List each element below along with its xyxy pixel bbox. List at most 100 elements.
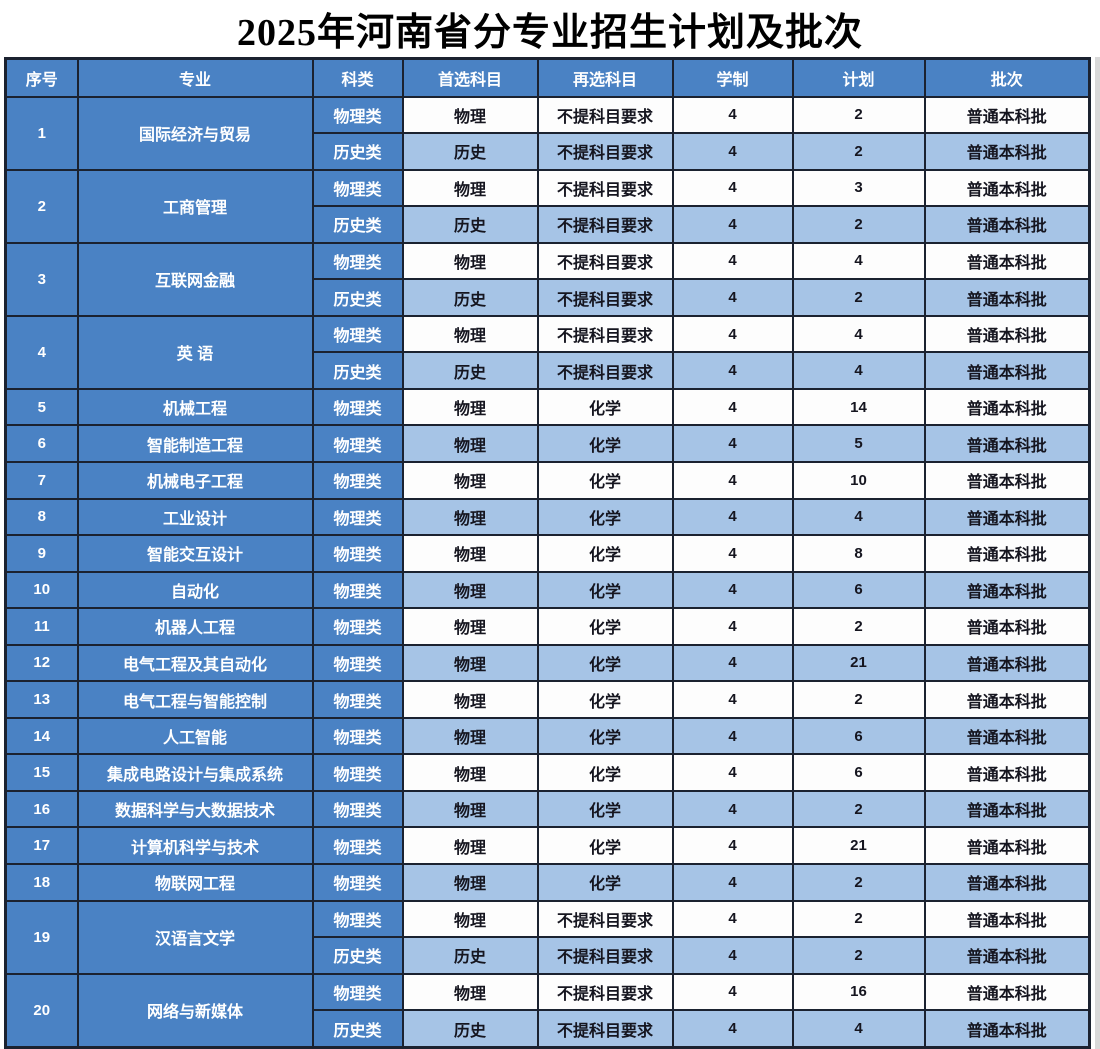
duration-cell: 4 bbox=[671, 826, 794, 865]
major-cell: 物联网工程 bbox=[76, 862, 314, 902]
row-number-cell: 18 bbox=[4, 862, 79, 902]
batch-cell: 普通本科批 bbox=[923, 351, 1091, 390]
admissions-table: 序号 专业 科类 首选科目 再选科目 学制 计划 批次 1 国际经济与贸易 物理类 物理 不提科目要求… bbox=[4, 57, 1091, 1049]
duration-cell: 4 bbox=[671, 351, 794, 390]
first-subject-cell: 历史 bbox=[401, 1009, 539, 1049]
category-cell: 历史类 bbox=[311, 936, 404, 975]
table-row: 历史类 历史 不提科目要求 4 4 普通本科批 bbox=[6, 1009, 1091, 1049]
table-row: 20 网络与新媒体 物理类 物理 不提科目要求 4 16 普通本科批 bbox=[4, 972, 1091, 1049]
second-subject-cell: 化学 bbox=[536, 680, 674, 719]
batch-cell: 普通本科批 bbox=[923, 936, 1091, 975]
category-cell: 历史类 bbox=[311, 1009, 404, 1049]
plan-count-cell: 2 bbox=[791, 95, 926, 135]
plan-count-cell: 4 bbox=[791, 241, 926, 281]
major-cell: 机械电子工程 bbox=[76, 460, 314, 500]
category-cell: 物理类 bbox=[311, 972, 404, 1012]
major-cell: 集成电路设计与集成系统 bbox=[76, 753, 314, 792]
major-cell: 网络与新媒体 bbox=[76, 972, 314, 1049]
category-cell: 物理类 bbox=[311, 241, 404, 281]
major-cell: 国际经济与贸易 bbox=[76, 95, 314, 171]
row-number-cell: 8 bbox=[4, 497, 79, 537]
duration-cell: 4 bbox=[671, 753, 794, 792]
row-number-cell: 19 bbox=[4, 899, 79, 975]
major-cell: 智能交互设计 bbox=[76, 534, 314, 573]
second-subject-cell: 不提科目要求 bbox=[536, 314, 674, 354]
second-subject-cell: 化学 bbox=[536, 826, 674, 865]
batch-cell: 普通本科批 bbox=[923, 643, 1091, 683]
first-subject-cell: 物理 bbox=[401, 972, 539, 1012]
duration-cell: 4 bbox=[671, 168, 794, 208]
plan-count-cell: 3 bbox=[791, 168, 926, 208]
major-cell: 计算机科学与技术 bbox=[76, 826, 314, 865]
first-subject-cell: 物理 bbox=[401, 460, 539, 500]
category-cell: 物理类 bbox=[311, 643, 404, 683]
batch-cell: 普通本科批 bbox=[923, 716, 1091, 756]
first-subject-cell: 物理 bbox=[401, 534, 539, 573]
second-subject-cell: 化学 bbox=[536, 862, 674, 902]
table-row: 历史类 历史 不提科目要求 4 2 普通本科批 bbox=[6, 132, 1091, 171]
row-number-cell: 20 bbox=[4, 972, 79, 1049]
admissions-table-container: 序号 专业 科类 首选科目 再选科目 学制 计划 批次 1 国际经济与贸易 物理类 物理 不提科目要求… bbox=[4, 57, 1091, 1049]
row-number-cell: 14 bbox=[4, 716, 79, 756]
row-number-cell: 16 bbox=[4, 789, 79, 829]
plan-count-cell: 2 bbox=[791, 607, 926, 646]
duration-cell: 4 bbox=[671, 241, 794, 281]
plan-count-cell: 2 bbox=[791, 899, 926, 939]
row-number-cell: 12 bbox=[4, 643, 79, 683]
table-row: 1 国际经济与贸易 物理类 物理 不提科目要求 4 2 普通本科批 bbox=[4, 95, 1091, 171]
plan-count-cell: 6 bbox=[791, 570, 926, 610]
header-row: 序号 专业 科类 首选科目 再选科目 学制 计划 批次 bbox=[4, 57, 1091, 98]
batch-cell: 普通本科批 bbox=[923, 789, 1091, 829]
major-cell: 工业设计 bbox=[76, 497, 314, 537]
major-cell: 汉语言文学 bbox=[76, 899, 314, 975]
category-cell: 历史类 bbox=[311, 351, 404, 390]
batch-cell: 普通本科批 bbox=[923, 132, 1091, 171]
table-row: 8 工业设计 物理类 物理 化学 4 4 普通本科批 bbox=[4, 497, 1091, 537]
second-subject-cell: 不提科目要求 bbox=[536, 132, 674, 171]
header-cell: 首选科目 bbox=[401, 57, 539, 98]
plan-count-cell: 21 bbox=[791, 643, 926, 683]
batch-cell: 普通本科批 bbox=[923, 826, 1091, 865]
row-number-cell: 5 bbox=[4, 387, 79, 427]
duration-cell: 4 bbox=[671, 972, 794, 1012]
first-subject-cell: 物理 bbox=[401, 899, 539, 939]
plan-count-cell: 6 bbox=[791, 753, 926, 792]
second-subject-cell: 化学 bbox=[536, 497, 674, 537]
plan-count-cell: 4 bbox=[791, 1009, 926, 1049]
major-cell: 电气工程及其自动化 bbox=[76, 643, 314, 683]
batch-cell: 普通本科批 bbox=[923, 570, 1091, 610]
table-row: 10 自动化 物理类 物理 化学 4 6 普通本科批 bbox=[4, 570, 1091, 610]
major-cell: 数据科学与大数据技术 bbox=[76, 789, 314, 829]
table-row: 3 互联网金融 物理类 物理 不提科目要求 4 4 普通本科批 bbox=[4, 241, 1091, 317]
first-subject-cell: 物理 bbox=[401, 168, 539, 208]
category-cell: 物理类 bbox=[311, 497, 404, 537]
first-subject-cell: 物理 bbox=[401, 424, 539, 463]
plan-count-cell: 2 bbox=[791, 936, 926, 975]
batch-cell: 普通本科批 bbox=[923, 862, 1091, 902]
first-subject-cell: 物理 bbox=[401, 789, 539, 829]
table-row: 13 电气工程与智能控制 物理类 物理 化学 4 2 普通本科批 bbox=[4, 680, 1091, 719]
category-cell: 物理类 bbox=[311, 534, 404, 573]
duration-cell: 4 bbox=[671, 205, 794, 244]
second-subject-cell: 化学 bbox=[536, 534, 674, 573]
row-number-cell: 7 bbox=[4, 460, 79, 500]
table-row: 12 电气工程及其自动化 物理类 物理 化学 4 21 普通本科批 bbox=[4, 643, 1091, 683]
row-number-cell: 17 bbox=[4, 826, 79, 865]
category-cell: 物理类 bbox=[311, 570, 404, 610]
second-subject-cell: 不提科目要求 bbox=[536, 205, 674, 244]
duration-cell: 4 bbox=[671, 534, 794, 573]
second-subject-cell: 化学 bbox=[536, 607, 674, 646]
table-row: 18 物联网工程 物理类 物理 化学 4 2 普通本科批 bbox=[4, 862, 1091, 902]
batch-cell: 普通本科批 bbox=[923, 314, 1091, 354]
batch-cell: 普通本科批 bbox=[923, 424, 1091, 463]
second-subject-cell: 不提科目要求 bbox=[536, 278, 674, 317]
major-cell: 机器人工程 bbox=[76, 607, 314, 646]
plan-count-cell: 21 bbox=[791, 826, 926, 865]
batch-cell: 普通本科批 bbox=[923, 205, 1091, 244]
first-subject-cell: 物理 bbox=[401, 680, 539, 719]
second-subject-cell: 不提科目要求 bbox=[536, 1009, 674, 1049]
header-cell: 学制 bbox=[671, 57, 794, 98]
plan-count-cell: 2 bbox=[791, 132, 926, 171]
category-cell: 物理类 bbox=[311, 460, 404, 500]
